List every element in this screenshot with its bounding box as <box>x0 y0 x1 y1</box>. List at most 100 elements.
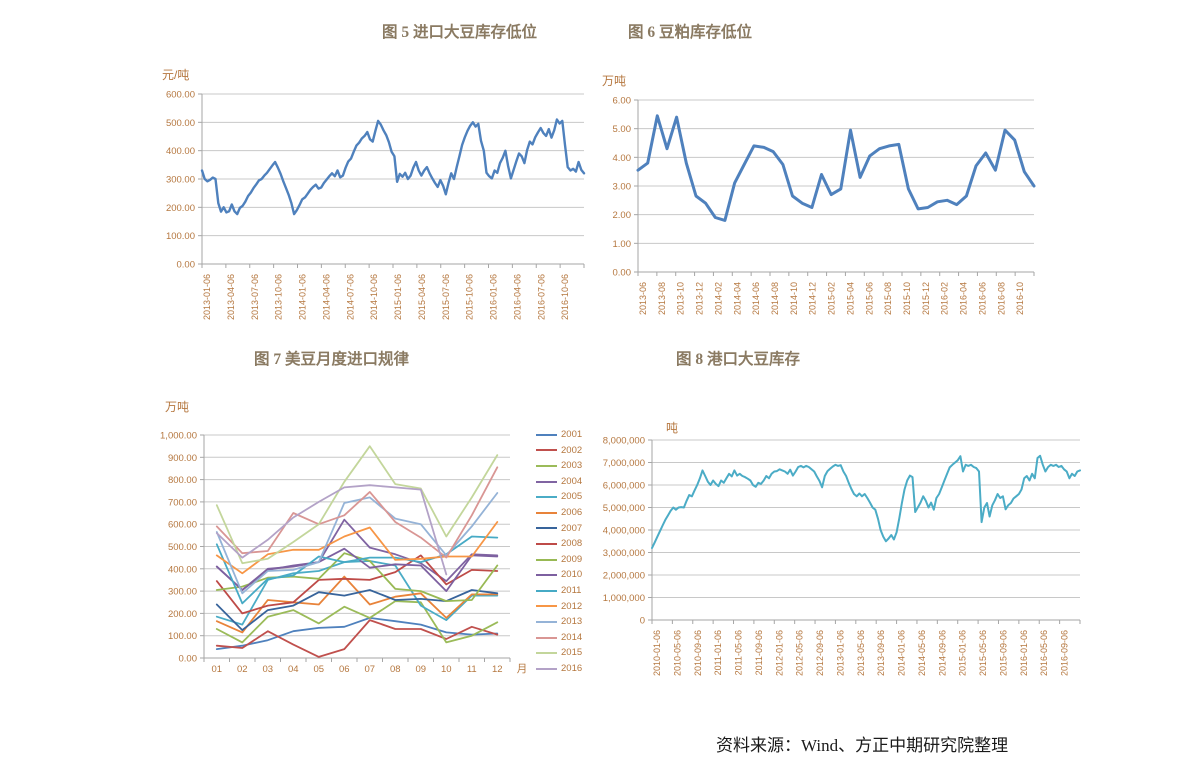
svg-text:0: 0 <box>640 616 645 627</box>
legend-label: 2007 <box>561 522 583 534</box>
svg-text:400.00: 400.00 <box>166 146 195 157</box>
svg-text:07: 07 <box>364 664 375 675</box>
legend-label: 2003 <box>561 460 583 472</box>
svg-text:4.00: 4.00 <box>613 153 632 164</box>
svg-text:2015-07-06: 2015-07-06 <box>441 274 451 320</box>
svg-text:2016-05-06: 2016-05-06 <box>1039 630 1049 676</box>
svg-text:2016-04: 2016-04 <box>959 282 969 315</box>
legend-label: 2009 <box>561 553 583 565</box>
series-lines <box>200 118 586 216</box>
legend-line-swatch <box>536 589 557 592</box>
y-axis-labels: 0.00 100.00 200.00 300.00 400.00 500.00 600.00… <box>160 431 204 665</box>
fig5-unit-label: 元/吨 <box>162 68 190 82</box>
svg-text:200.00: 200.00 <box>166 203 195 214</box>
svg-text:2013-01-06: 2013-01-06 <box>835 630 845 676</box>
svg-text:3.00: 3.00 <box>613 182 632 193</box>
svg-text:5.00: 5.00 <box>613 124 632 135</box>
legend-item: 2014 <box>536 630 582 646</box>
svg-text:6,000,000: 6,000,000 <box>603 481 645 492</box>
legend-label: 2015 <box>561 647 583 659</box>
legend-label: 2014 <box>561 631 583 643</box>
x-axis-labels: 2013-06 2013-08 2013-10 2013-12 2014-02 2014-… <box>637 272 1035 315</box>
gridlines <box>652 439 1080 598</box>
legend-item: 2001 <box>536 427 582 443</box>
svg-text:3,000,000: 3,000,000 <box>603 548 645 559</box>
svg-text:2014-04-06: 2014-04-06 <box>321 274 331 320</box>
svg-text:2.00: 2.00 <box>613 210 632 221</box>
svg-text:2016-06: 2016-06 <box>977 282 987 315</box>
svg-text:10: 10 <box>441 664 452 675</box>
svg-text:2016-10-06: 2016-10-06 <box>560 274 570 320</box>
legend-label: 2012 <box>561 600 583 612</box>
svg-text:01: 01 <box>211 664 222 675</box>
legend-item: 2012 <box>536 599 582 615</box>
legend-line-swatch <box>536 558 557 561</box>
svg-text:2013-04-06: 2013-04-06 <box>226 274 236 320</box>
svg-text:2014-10: 2014-10 <box>789 282 799 315</box>
svg-text:6.00: 6.00 <box>613 96 632 107</box>
svg-text:09: 09 <box>415 664 426 675</box>
svg-text:2016-10: 2016-10 <box>1015 282 1025 315</box>
legend-label: 2011 <box>561 584 582 596</box>
svg-text:2014-10-06: 2014-10-06 <box>369 274 379 320</box>
svg-text:900.00: 900.00 <box>168 453 197 464</box>
legend-line-swatch <box>536 527 557 530</box>
svg-text:12: 12 <box>492 664 503 675</box>
legend-label: 2010 <box>561 569 583 581</box>
svg-text:2011-09-06: 2011-09-06 <box>754 630 764 675</box>
svg-text:月: 月 <box>517 663 528 675</box>
fig8-unit-label: 吨 <box>666 421 679 435</box>
svg-text:2015-10-06: 2015-10-06 <box>465 274 475 320</box>
svg-text:2010-09-06: 2010-09-06 <box>693 630 703 676</box>
x-axis-labels: 2013-01-06 2013-04-06 2013-07-06 2013-10-06… <box>201 264 585 320</box>
legend-label: 2016 <box>561 662 583 674</box>
svg-text:4,000,000: 4,000,000 <box>603 526 645 537</box>
svg-text:300.00: 300.00 <box>168 587 197 598</box>
legend-line-swatch <box>536 464 557 467</box>
svg-text:2015-02: 2015-02 <box>827 282 837 315</box>
svg-text:2013-08: 2013-08 <box>657 282 667 315</box>
series-lines <box>636 114 1036 222</box>
svg-text:2015-06: 2015-06 <box>864 282 874 315</box>
legend-item: 2013 <box>536 614 582 630</box>
svg-text:0.00: 0.00 <box>179 654 198 665</box>
svg-text:200.00: 200.00 <box>168 609 197 620</box>
legend-line-swatch <box>536 511 557 514</box>
legend-item: 2005 <box>536 489 582 505</box>
legend-label: 2004 <box>561 475 583 487</box>
legend-item: 2009 <box>536 552 582 568</box>
svg-text:2010-05-06: 2010-05-06 <box>672 630 682 676</box>
svg-text:2014-07-06: 2014-07-06 <box>345 274 355 320</box>
legend-item: 2006 <box>536 505 582 521</box>
legend-line-swatch <box>536 449 557 452</box>
fig7-legend: 2001 2002 2003 2004 2005 2006 2007 2008 2009 2010… <box>536 427 582 677</box>
svg-text:2015-04: 2015-04 <box>845 282 855 315</box>
svg-text:2013-06: 2013-06 <box>638 282 648 315</box>
source-note: 资料来源：Wind、方正中期研究院整理 <box>716 736 1009 755</box>
svg-text:2011-01-06: 2011-01-06 <box>713 630 723 675</box>
fig7-line-chart: 0.00 100.00 200.00 300.00 400.00 500.00 600.00… <box>160 431 528 676</box>
legend-item: 2008 <box>536 536 582 552</box>
legend-item: 2002 <box>536 443 582 459</box>
svg-text:2014-09-06: 2014-09-06 <box>937 630 947 676</box>
svg-text:2014-12: 2014-12 <box>808 282 818 315</box>
svg-text:04: 04 <box>288 664 299 675</box>
legend-line-swatch <box>536 480 557 483</box>
fig5-line-chart: 0.00 100.00 200.00 300.00 400.00 500.00 600.00… <box>166 90 586 320</box>
legend-line-swatch <box>536 636 557 639</box>
axes <box>637 100 1034 273</box>
gridlines <box>638 99 1034 244</box>
svg-text:2015-12: 2015-12 <box>921 282 931 315</box>
svg-text:2010-01-06: 2010-01-06 <box>652 630 662 676</box>
legend-line-swatch <box>536 496 557 499</box>
legend-label: 2013 <box>561 616 583 628</box>
svg-text:2012-09-06: 2012-09-06 <box>815 630 825 676</box>
legend-item: 2016 <box>536 661 582 677</box>
legend-line-swatch <box>536 620 557 623</box>
y-axis-labels: 0 1,000,000 2,000,000 3,000,000 4,000,000 5,0… <box>603 436 652 627</box>
svg-text:2014-05-06: 2014-05-06 <box>917 630 927 676</box>
svg-text:06: 06 <box>339 664 350 675</box>
svg-text:0.00: 0.00 <box>613 268 632 279</box>
svg-text:2013-09-06: 2013-09-06 <box>876 630 886 676</box>
svg-text:2015-04-06: 2015-04-06 <box>417 274 427 320</box>
